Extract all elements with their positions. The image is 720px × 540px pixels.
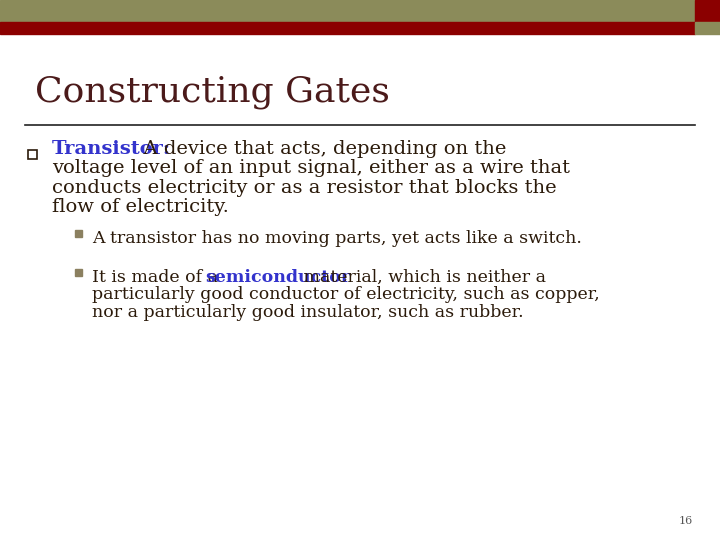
Text: A transistor has no moving parts, yet acts like a switch.: A transistor has no moving parts, yet ac… (92, 230, 582, 247)
Text: nor a particularly good insulator, such as rubber.: nor a particularly good insulator, such … (92, 303, 523, 321)
Text: Transistor:: Transistor: (52, 140, 171, 158)
Text: 16: 16 (679, 516, 693, 526)
Bar (75, 230, 82, 237)
Text: particularly good conductor of electricity, such as copper,: particularly good conductor of electrici… (92, 286, 600, 303)
Bar (28, 150, 37, 159)
Text: conducts electricity or as a resistor that blocks the: conducts electricity or as a resistor th… (52, 179, 557, 197)
Bar (0, 0, 695, 22)
Text: semiconductor: semiconductor (206, 269, 351, 286)
Bar (695, 0, 720, 22)
Text: It is made of a: It is made of a (92, 269, 223, 286)
Text: A device that acts, depending on the: A device that acts, depending on the (131, 140, 506, 158)
Text: flow of electricity.: flow of electricity. (52, 198, 229, 216)
Text: material, which is neither a: material, which is neither a (298, 269, 546, 286)
Text: Constructing Gates: Constructing Gates (35, 75, 390, 109)
Bar (695, 22, 720, 34)
Text: voltage level of an input signal, either as a wire that: voltage level of an input signal, either… (52, 159, 570, 177)
Bar (0, 22, 695, 34)
Bar (75, 269, 82, 276)
